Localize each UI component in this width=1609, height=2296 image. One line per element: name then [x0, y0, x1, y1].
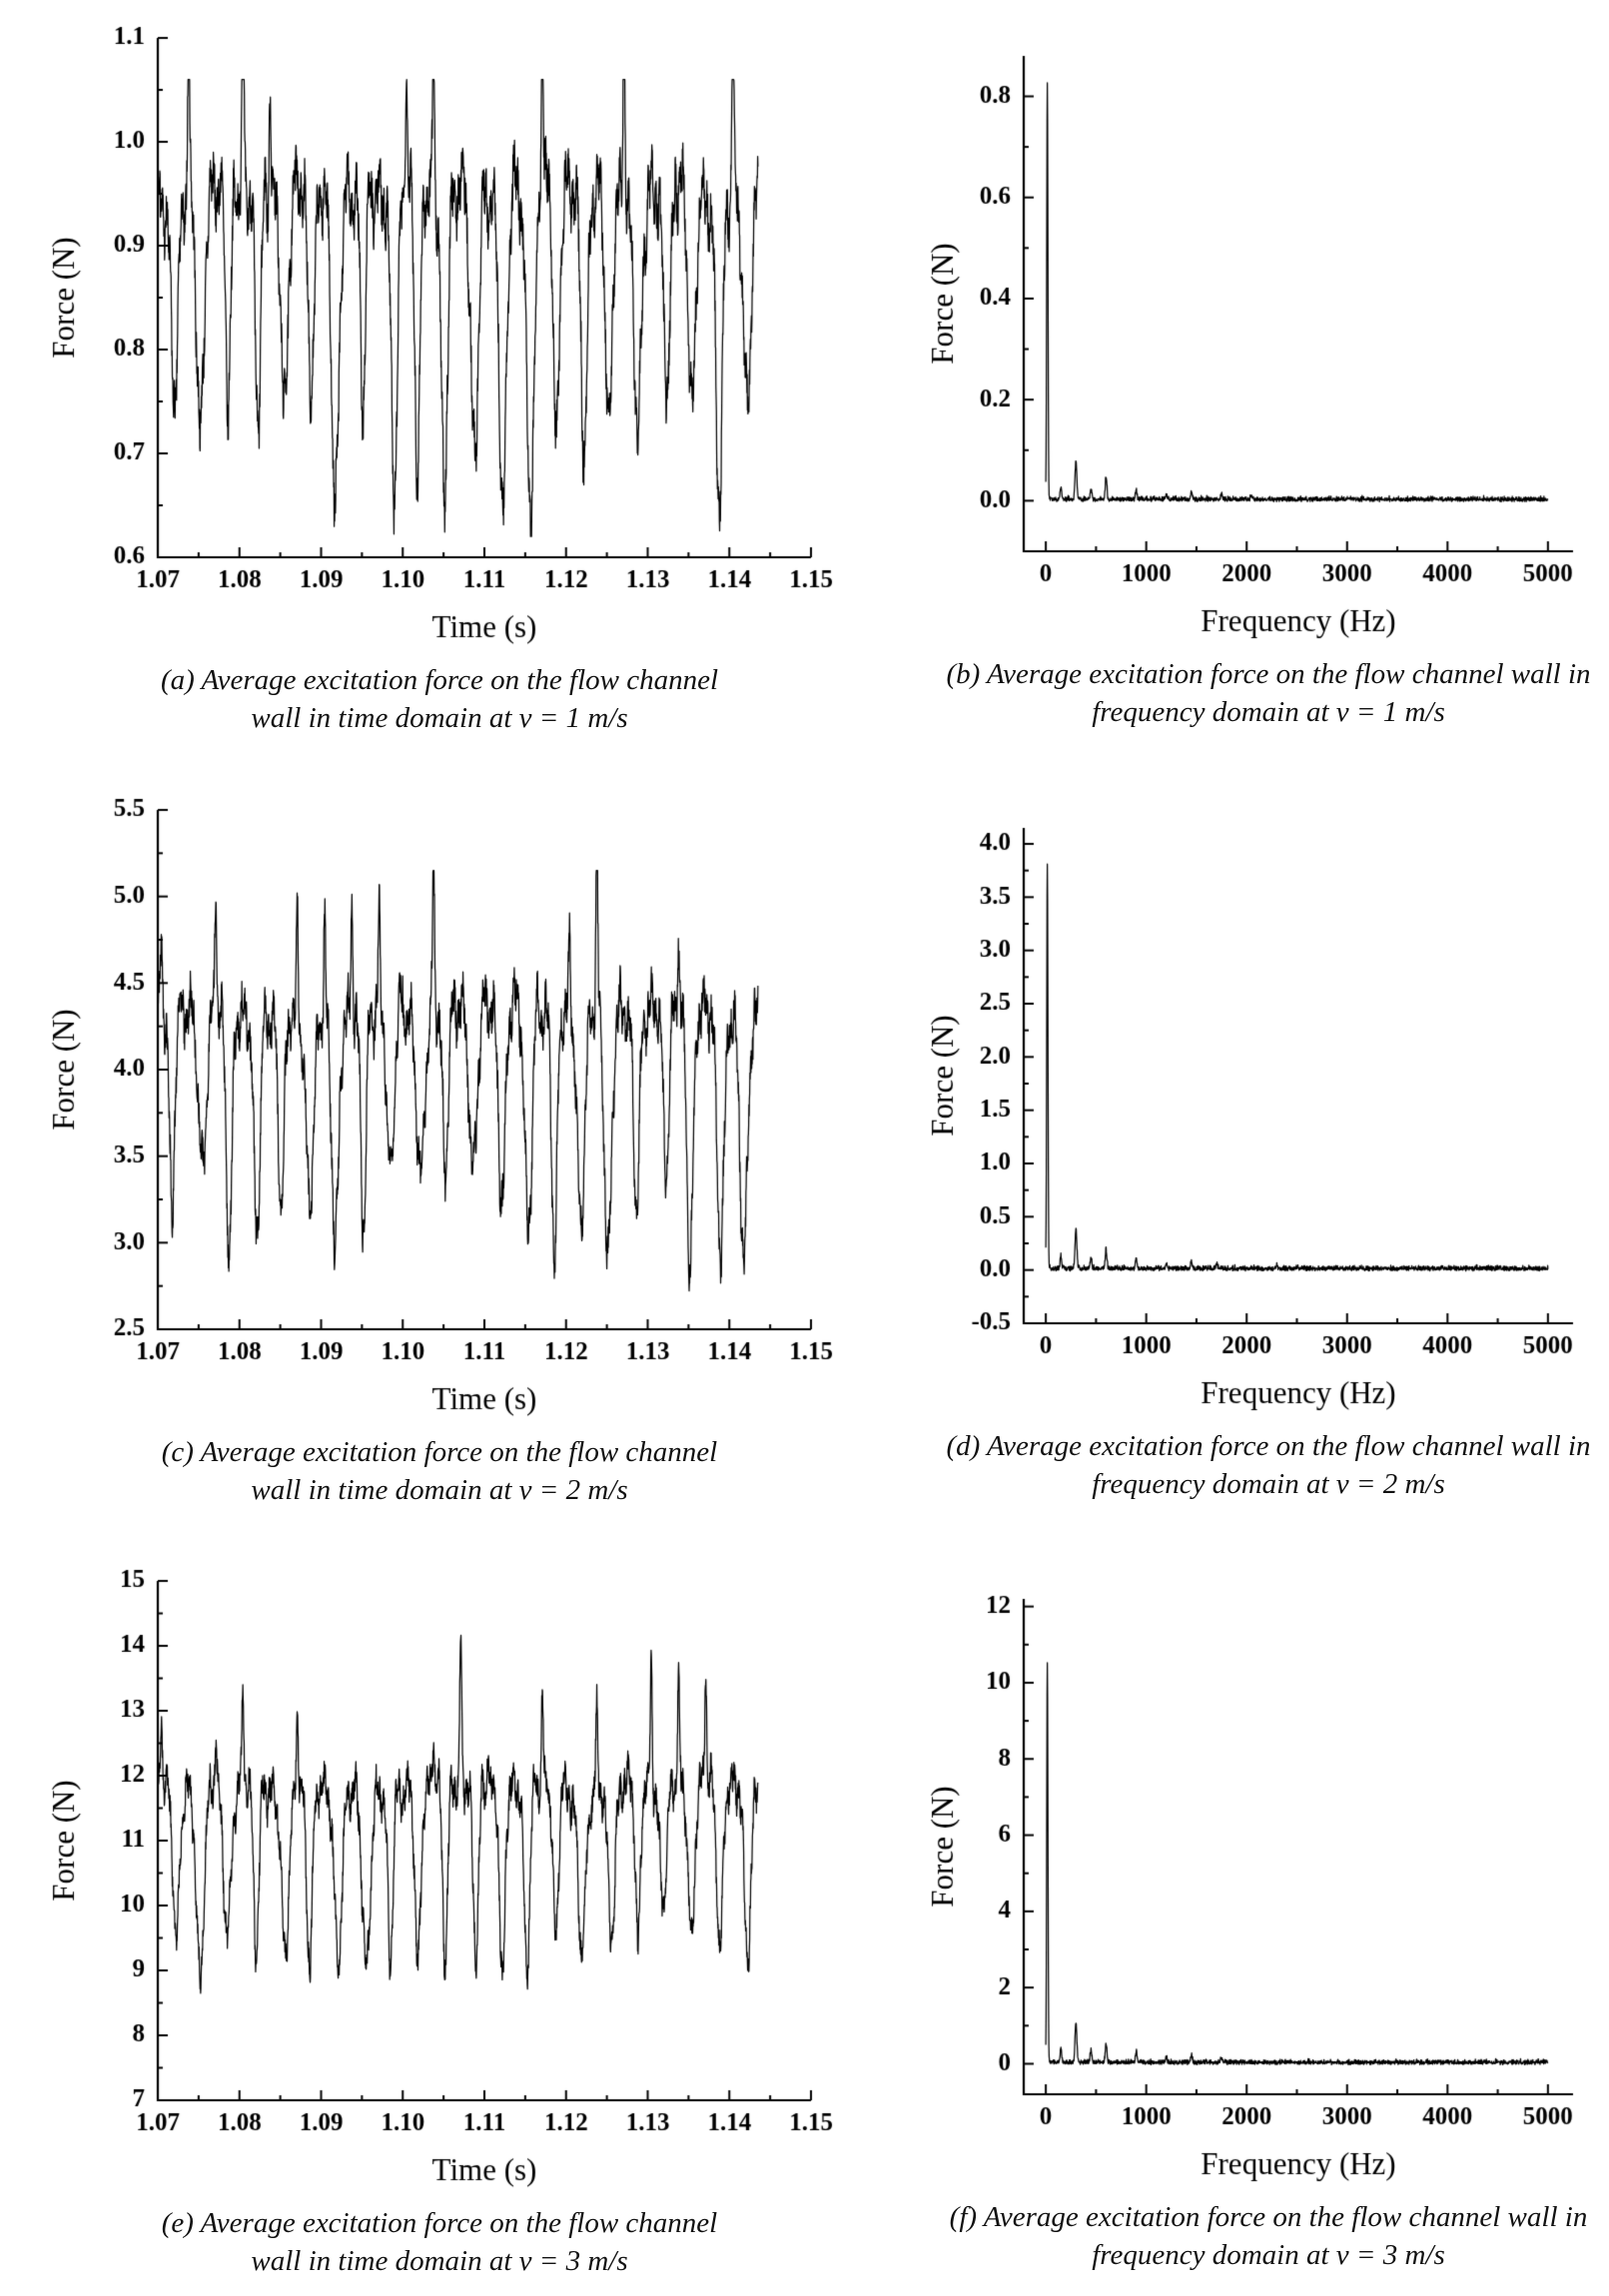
chart-a-time-domain-canvas [40, 20, 839, 659]
caption-f: (f) Average excitation force on the flow… [949, 2201, 1588, 2272]
chart-e-time-domain-canvas [40, 1563, 839, 2203]
figure-e: (e) Average excitation force on the flow… [40, 1563, 839, 2281]
caption-b: (b) Average excitation force on the flow… [946, 658, 1591, 729]
figure-a: (a) Average excitation force on the flow… [40, 20, 839, 738]
caption-d: (d) Average excitation force on the flow… [946, 1429, 1591, 1500]
figure-d: (d) Average excitation force on the flow… [919, 792, 1609, 1504]
row-1: (a) Average excitation force on the flow… [0, 4, 1609, 754]
figure-f: (f) Average excitation force on the flow… [919, 1563, 1609, 2275]
chart-f-frequency-domain-canvas [919, 1577, 1609, 2197]
caption-e: (e) Average excitation force on the flow… [161, 2207, 718, 2278]
row-2: (c) Average excitation force on the flow… [0, 776, 1609, 1526]
caption-a: (a) Average excitation force on the flow… [160, 664, 719, 735]
caption-c: (c) Average excitation force on the flow… [161, 1435, 718, 1506]
chart-d-frequency-domain-canvas [919, 805, 1609, 1425]
figure-c: (c) Average excitation force on the flow… [40, 791, 839, 1510]
chart-c-time-domain-canvas [40, 791, 839, 1431]
row-3: (e) Average excitation force on the flow… [0, 1547, 1609, 2296]
figure-b: (b) Average excitation force on the flow… [919, 20, 1609, 732]
chart-b-frequency-domain-canvas [919, 34, 1609, 653]
